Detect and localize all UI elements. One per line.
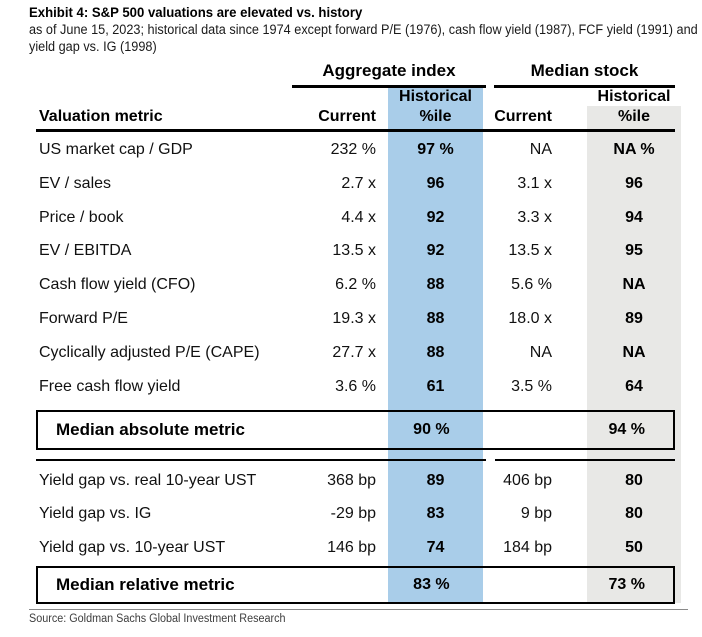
metric-label: Yield gap vs. 10-year UST [39, 538, 226, 556]
aggregate-index-group-header: Aggregate index [322, 61, 456, 80]
aggregate-current-value: 4.4 x [341, 208, 376, 226]
median-current-value: 13.5 x [508, 242, 552, 260]
header-divider-line [36, 129, 675, 132]
aggregate-percentile-highlight-band [388, 88, 483, 603]
median-absolute-summary-row: Median absolute metric 90 % 94 % [36, 410, 675, 450]
median-current-column-header: Current [494, 108, 552, 125]
aggregate-current-value: 27.7 x [332, 343, 376, 361]
median-percentile-value: NA % [613, 140, 655, 158]
metric-label: US market cap / GDP [39, 140, 193, 158]
median-percentile-value: NA [622, 276, 646, 294]
median-current-value: NA [529, 140, 552, 158]
median-relative-median-percentile: 73 % [608, 576, 645, 593]
median-current-value: 5.6 % [511, 276, 552, 294]
table-row: US market cap / GDP 232 % 97 % NA NA % [36, 133, 681, 167]
median-percentile-value: 80 [625, 505, 643, 523]
median-absolute-label: Median absolute metric [56, 420, 245, 439]
aggregate-group-underline [292, 85, 486, 88]
median-relative-label: Median relative metric [56, 575, 235, 594]
aggregate-percentile-value: 89 [426, 471, 445, 489]
metric-label: Cash flow yield (CFO) [39, 276, 196, 294]
median-current-value: 9 bp [520, 505, 552, 523]
median-current-value: NA [529, 343, 552, 361]
median-current-value: 406 bp [503, 471, 552, 489]
metric-label: Yield gap vs. real 10-year UST [39, 471, 257, 489]
median-current-value: 184 bp [503, 538, 552, 556]
aggregate-percentile-value: 92 [426, 242, 445, 260]
metric-label: Price / book [39, 208, 124, 226]
median-percentile-value: 50 [625, 538, 643, 556]
table-row: Free cash flow yield 3.6 % 61 3.5 % 64 [36, 370, 681, 404]
table-row: Yield gap vs. IG -29 bp 83 9 bp 80 [36, 498, 681, 532]
table-row: Forward P/E 19.3 x 88 18.0 x 89 [36, 302, 681, 336]
aggregate-current-value: 13.5 x [332, 242, 376, 260]
aggregate-current-value: 146 bp [327, 538, 376, 556]
aggregate-percentile-value: 96 [426, 174, 445, 192]
table-row: Cash flow yield (CFO) 6.2 % 88 5.6 % NA [36, 268, 681, 302]
median-percentile-value: NA [622, 343, 646, 361]
aggregate-current-value: 3.6 % [335, 377, 376, 395]
median-group-underline [494, 85, 675, 88]
table-row: Yield gap vs. 10-year UST 146 bp 74 184 … [36, 531, 681, 565]
aggregate-current-value: 368 bp [327, 471, 376, 489]
aggregate-percentile-value: 88 [426, 310, 445, 328]
table-row: Yield gap vs. real 10-year UST 368 bp 89… [36, 464, 681, 498]
median-percentile-value: 94 [625, 208, 643, 226]
metric-label: EV / sales [39, 174, 112, 192]
median-percentile-value: 80 [625, 471, 643, 489]
aggregate-percentile-value: 83 [426, 505, 445, 523]
median-current-value: 3.3 x [517, 208, 552, 226]
source-note: Source: Goldman Sachs Global Investment … [29, 613, 286, 625]
median-percentile-highlight-band [587, 106, 681, 603]
aggregate-current-value: -29 bp [330, 505, 376, 523]
aggregate-current-column-header: Current [318, 108, 376, 125]
footer-rule [29, 609, 688, 610]
aggregate-percentile-column-header: %ile [419, 108, 452, 125]
table-row: EV / sales 2.7 x 96 3.1 x 96 [36, 167, 681, 201]
exhibit-title: Exhibit 4: S&P 500 valuations are elevat… [29, 4, 363, 20]
relative-section-top-line-left [36, 459, 486, 461]
median-absolute-aggregate-percentile: 90 % [413, 421, 450, 438]
median-historical-column-header: Historical [597, 88, 671, 105]
median-stock-group-header: Median stock [530, 61, 639, 80]
aggregate-percentile-value: 61 [426, 377, 445, 395]
relative-section-top-line-right [495, 459, 675, 461]
aggregate-historical-column-header: Historical [399, 88, 472, 105]
median-current-value: 3.1 x [517, 174, 552, 192]
median-percentile-value: 95 [625, 242, 643, 260]
exhibit-subtitle-line2: yield gap vs. IG (1998) [29, 39, 157, 54]
metric-label: EV / EBITDA [39, 242, 132, 260]
aggregate-percentile-value: 74 [426, 538, 445, 556]
median-relative-aggregate-percentile: 83 % [413, 576, 450, 593]
exhibit-subtitle-line1: as of June 15, 2023; historical data sin… [29, 22, 698, 37]
table-row: Price / book 4.4 x 92 3.3 x 94 [36, 201, 681, 235]
aggregate-percentile-value: 97 % [417, 140, 454, 158]
table-row: EV / EBITDA 13.5 x 92 13.5 x 95 [36, 235, 681, 269]
aggregate-current-value: 232 % [330, 140, 376, 158]
aggregate-percentile-value: 92 [426, 208, 445, 226]
valuation-metric-column-header: Valuation metric [39, 108, 163, 125]
aggregate-current-value: 2.7 x [341, 174, 376, 192]
median-percentile-value: 64 [625, 377, 643, 395]
metric-label: Free cash flow yield [39, 377, 181, 395]
metric-label: Forward P/E [39, 310, 128, 328]
aggregate-current-value: 6.2 % [335, 276, 376, 294]
median-absolute-median-percentile: 94 % [608, 421, 645, 438]
aggregate-current-value: 19.3 x [332, 310, 376, 328]
metric-label: Yield gap vs. IG [39, 505, 152, 523]
relative-metrics-section: Yield gap vs. real 10-year UST 368 bp 89… [36, 464, 681, 565]
median-percentile-column-header: %ile [617, 108, 650, 125]
absolute-metrics-section: US market cap / GDP 232 % 97 % NA NA % E… [36, 133, 681, 404]
aggregate-percentile-value: 88 [426, 343, 445, 361]
metric-label: Cyclically adjusted P/E (CAPE) [39, 343, 260, 361]
median-percentile-value: 96 [625, 174, 643, 192]
aggregate-percentile-value: 88 [426, 276, 445, 294]
median-current-value: 18.0 x [508, 310, 552, 328]
table-row: Cyclically adjusted P/E (CAPE) 27.7 x 88… [36, 336, 681, 370]
median-relative-summary-row: Median relative metric 83 % 73 % [36, 566, 675, 604]
median-current-value: 3.5 % [511, 377, 552, 395]
median-percentile-value: 89 [625, 310, 643, 328]
